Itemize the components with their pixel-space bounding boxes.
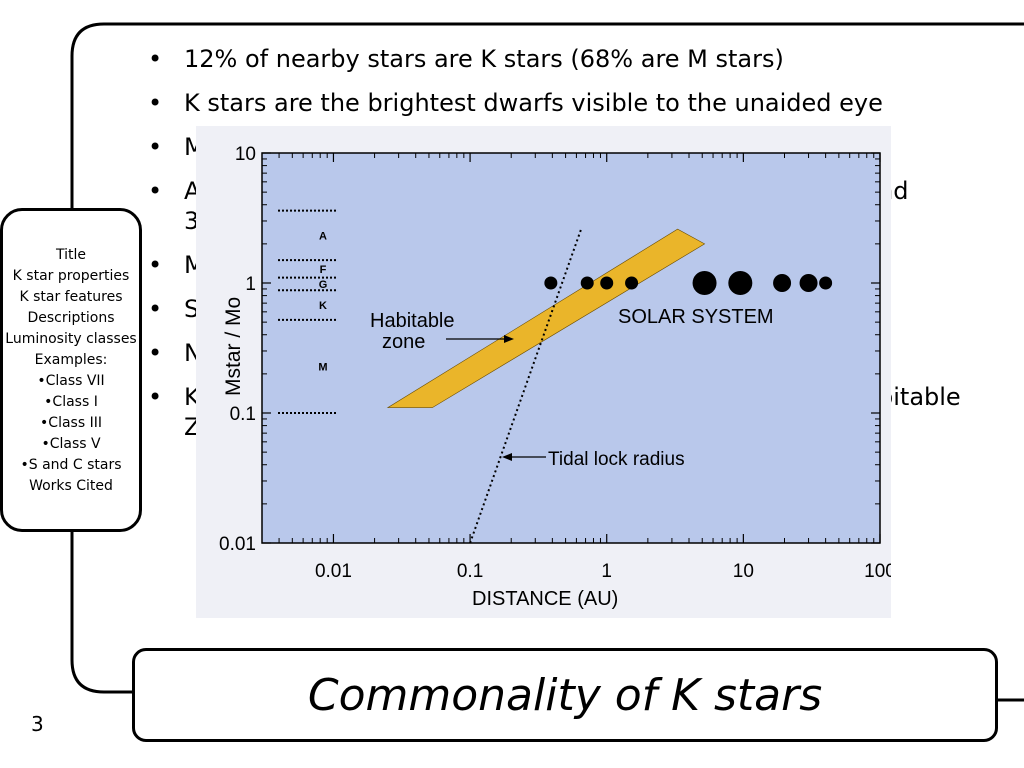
habitable-zone-band — [386, 228, 706, 408]
planet-point — [625, 276, 639, 290]
slide-number: 3 — [31, 712, 44, 736]
y-axis-label: Mstar / Mo — [222, 297, 245, 396]
nav-item-k-star-properties[interactable]: K star properties — [12, 268, 130, 284]
tidal-lock-line — [469, 228, 583, 544]
bullet-item: • K stars are the brightest dwarfs visibl… — [148, 89, 883, 117]
y-tick-label: 10 — [235, 144, 256, 165]
x-tick-label: 0.1 — [457, 561, 483, 582]
nav-item-works-cited[interactable]: Works Cited — [29, 478, 113, 494]
solar-system-label: SOLAR SYSTEM — [618, 306, 774, 328]
spectral-class-label: M — [318, 361, 327, 373]
nav-item-class-iii[interactable]: •Class III — [40, 415, 102, 431]
planet-point — [580, 276, 594, 290]
planet-point — [600, 276, 614, 290]
nav-item-k-star-features[interactable]: K star features — [19, 289, 123, 305]
spectral-class-label: A — [319, 230, 327, 242]
nav-item-title[interactable]: Title — [55, 247, 86, 263]
planet-point — [692, 271, 717, 295]
planet-point — [799, 274, 818, 292]
bullet-right-fragment: bitable — [878, 383, 961, 411]
y-tick-label: 0.01 — [219, 534, 256, 555]
spectral-class-label: K — [319, 300, 327, 312]
nav-item-examples: Examples: — [34, 352, 108, 368]
tidal-lock-label: Tidal lock radius — [548, 449, 685, 470]
zone-label: zone — [382, 331, 425, 353]
x-tick-label: 0.01 — [315, 561, 352, 582]
nav-item-class-i[interactable]: •Class I — [44, 394, 98, 410]
bullet-item: • 12% of nearby stars are K stars (68% ar… — [148, 45, 784, 73]
nav-item-luminosity-classes[interactable]: Luminosity classes — [5, 331, 137, 347]
plot-area — [261, 152, 881, 544]
bullet-item-continuation: 3 — [184, 207, 200, 235]
x-tick-label: 1 — [601, 561, 612, 582]
spectral-class-label: G — [319, 279, 328, 291]
slide-title: Commonality of K stars — [307, 669, 823, 721]
planet-point — [728, 271, 753, 295]
x-tick-label: 100 — [864, 561, 891, 582]
nav-box: Title K star properties K star features … — [0, 208, 142, 532]
habitable-label: Habitable — [370, 310, 455, 332]
nav-item-s-and-c-stars[interactable]: •S and C stars — [20, 457, 122, 473]
nav-item-class-vii[interactable]: •Class VII — [37, 373, 105, 389]
y-tick-label: 0.1 — [230, 404, 256, 425]
tidal-lock-arrowhead — [502, 453, 512, 461]
habitable-zone-arrowhead — [504, 335, 514, 343]
nav-item-descriptions[interactable]: Descriptions — [27, 310, 115, 326]
bullet-item: • S — [148, 295, 200, 323]
planet-point — [819, 276, 833, 290]
x-axis-label: DISTANCE (AU) — [472, 588, 618, 610]
spectral-class-label: F — [320, 264, 327, 276]
nav-item-class-v[interactable]: •Class V — [41, 436, 101, 452]
planet-point — [773, 274, 792, 292]
title-box: Commonality of K stars — [132, 648, 998, 742]
planet-point — [544, 276, 558, 290]
bullet-list: • 12% of nearby stars are K stars (68% ar… — [148, 44, 988, 456]
x-tick-label: 10 — [733, 561, 754, 582]
y-tick-label: 1 — [245, 274, 256, 295]
